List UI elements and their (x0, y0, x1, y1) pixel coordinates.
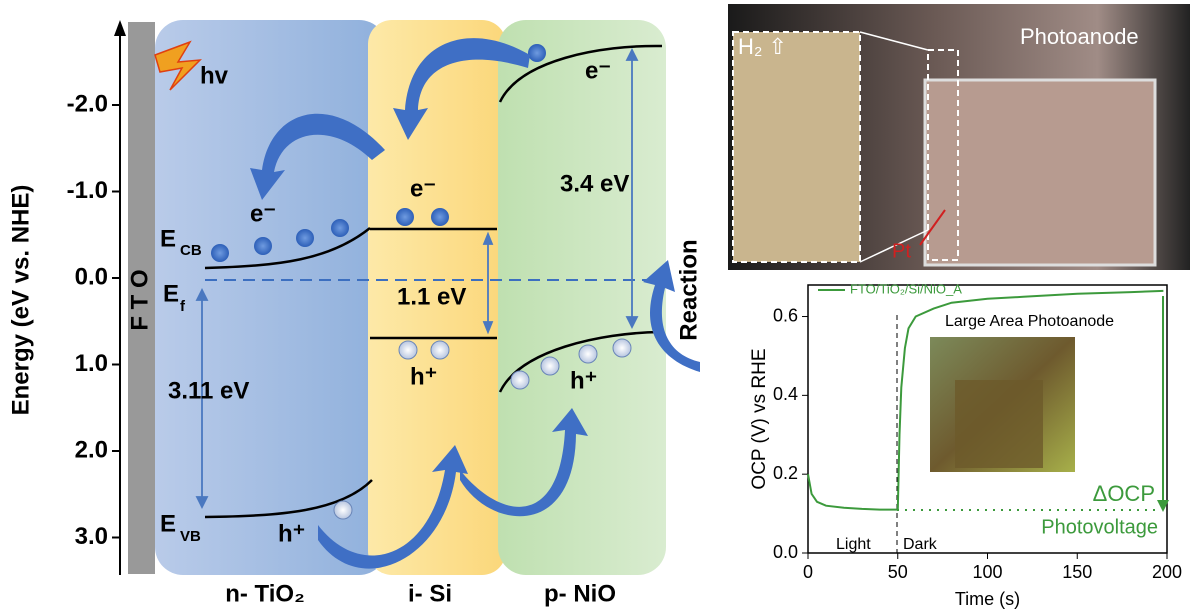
x-tick-label: 50 (888, 562, 908, 582)
layer-label: p- NiO (544, 580, 616, 607)
light-bolt (154, 40, 202, 91)
photo-label: Pt (892, 240, 911, 262)
zoom-box (927, 49, 959, 261)
y-tick-label: 0.6 (773, 305, 798, 325)
ecb-sub: CB (180, 242, 202, 259)
tick-label: 2.0 (75, 436, 108, 463)
annotation: Large Area Photoanode (945, 313, 1114, 330)
reaction-label: Reaction (675, 239, 702, 340)
ocp-chart: 0 50 100 150 200 0.0 0.2 0.4 0.6 Time (s) OCP (V) … (749, 281, 1182, 608)
tick-label: 1.0 (75, 350, 108, 377)
annotation: Photovoltage (1041, 516, 1158, 538)
x-tick-label: 0 (803, 562, 813, 582)
tio2-layer (155, 20, 387, 575)
x-tick-label: 200 (1152, 562, 1182, 582)
electron-label: e⁻ (250, 200, 276, 227)
electron-label: e⁻ (585, 57, 611, 84)
photo-label: Photoanode (1020, 24, 1139, 49)
ef-sub: f (180, 298, 186, 315)
ef-label: E (163, 280, 179, 307)
annotation: Light (836, 536, 871, 553)
annotation: ΔOCP (1093, 481, 1155, 506)
layers (128, 20, 666, 575)
fto-bar (128, 22, 155, 574)
energy-ticks: -2.0 -1.0 0.0 1.0 2.0 3.0 (67, 90, 120, 550)
legend-label: FTO/TiO₂/Si/NiO_A (850, 281, 962, 296)
hole-label: h⁺ (278, 520, 305, 547)
tick-label: 0.0 (75, 263, 108, 290)
axis-label: Energy (eV vs. NHE) (7, 185, 34, 416)
electron-label: e⁻ (410, 175, 436, 202)
evb-sub: VB (180, 528, 201, 545)
x-tick-label: 150 (1062, 562, 1092, 582)
bands (204, 44, 663, 519)
y-tick-label: 0.0 (773, 542, 798, 562)
holes (333, 338, 632, 520)
series-line (807, 289, 1164, 511)
x-tick-label: 100 (972, 562, 1002, 582)
gap-label: 1.1 eV (397, 283, 466, 310)
layer-label: i- Si (408, 580, 452, 607)
nio-cb (498, 44, 663, 103)
hole-label: h⁺ (410, 363, 437, 390)
y-axis-label: OCP (V) vs RHE (749, 348, 770, 489)
nio-vb (498, 330, 661, 393)
gap-arrows (195, 47, 639, 510)
inset-device (955, 380, 1043, 468)
nio-layer (498, 20, 666, 575)
cell (923, 78, 1157, 267)
tick-label: 3.0 (75, 523, 108, 550)
hole-label: h⁺ (570, 367, 597, 394)
tio2-vb (204, 479, 373, 519)
tio2-cb (204, 227, 371, 270)
electrode-label: F T O (126, 269, 153, 330)
axis-arrow (114, 20, 126, 36)
y-tick-label: 0.4 (773, 384, 798, 404)
annotation: Dark (903, 536, 938, 553)
tick-label: -1.0 (67, 177, 108, 204)
si-layer (368, 20, 506, 575)
photo-label: H₂ ⇧ (738, 34, 787, 59)
zoom-inset (732, 31, 861, 263)
gap-label: 3.11 eV (168, 377, 249, 404)
tick-label: -2.0 (67, 90, 108, 117)
photo: H₂ ⇧ Photoanode Pt (728, 4, 1190, 270)
transfer-arrows (250, 38, 700, 569)
evb-label: E (160, 510, 176, 537)
gap-label: 3.4 eV (560, 170, 629, 197)
delta-arrowhead (1157, 500, 1169, 512)
y-tick-label: 0.2 (773, 463, 798, 483)
ecb-label: E (160, 225, 176, 252)
electrons (211, 44, 546, 262)
hv-label: hv (200, 62, 229, 89)
x-axis-label: Time (s) (955, 589, 1020, 609)
layer-label: n- TiO₂ (225, 580, 305, 607)
